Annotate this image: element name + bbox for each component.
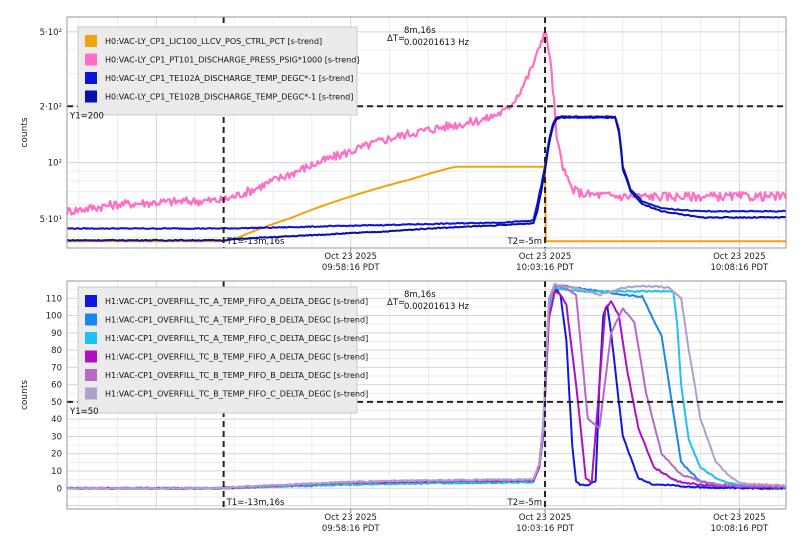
x-tick-time: 09:58:16 PDT — [322, 263, 381, 273]
x-tick-date: Oct 23 2025 — [519, 252, 572, 262]
y-tick-label: 40 — [51, 415, 62, 425]
y1-cursor-label: Y1=50 — [69, 407, 99, 417]
y-axis-label: counts — [20, 117, 30, 147]
x-tick-date: Oct 23 2025 — [324, 513, 377, 523]
y-axis: 0 10 20 30 40 50 60 70 80 90 100 110 — [46, 294, 62, 494]
legend-swatch — [85, 295, 97, 307]
legend-swatch — [85, 351, 97, 363]
x-tick-time: 10:08:16 PDT — [710, 263, 769, 273]
y-tick-label: 60 — [51, 381, 62, 391]
t1-cursor-label: T1=-13m,16s — [226, 237, 285, 247]
y-axis-label: counts — [20, 380, 30, 410]
x-tick-time: 09:58:16 PDT — [322, 524, 381, 534]
x-tick-time: 10:03:16 PDT — [516, 263, 575, 273]
x-tick-date: Oct 23 2025 — [713, 513, 766, 523]
legend-entry-label: H1:VAC-CP1_OVERFILL_TC_A_TEMP_FIFO_B_DEL… — [105, 316, 368, 325]
x-tick-date: Oct 23 2025 — [519, 513, 572, 523]
y-tick-label: 30 — [51, 432, 62, 442]
chart-bottom-overfill-delta: 0 10 20 30 40 50 60 70 80 90 100 110 counts Oct 23 20… — [0, 275, 804, 551]
y-tick-label: 70 — [51, 363, 62, 373]
delta-t-frequency: 0.00201613 Hz — [404, 38, 469, 48]
y-axis: 5·10¹ 10² 2·10² 5·10² — [40, 28, 62, 225]
y-tick-label: 0 — [57, 484, 62, 494]
legend-swatch — [85, 54, 97, 66]
legend-entry-label: H1:VAC-CP1_OVERFILL_TC_B_TEMP_FIFO_C_DEL… — [105, 390, 368, 399]
legend-entry-label: H0:VAC-LY_CP1_PT101_DISCHARGE_PRESS_PSIG… — [105, 56, 359, 65]
t1-cursor-label: T1=-13m,16s — [226, 498, 285, 508]
legend-swatch — [85, 369, 97, 381]
legend-entry-label: H0:VAC-LY_CP1_TE102B_DISCHARGE_TEMP_DEGC… — [105, 93, 353, 102]
x-tick-date: Oct 23 2025 — [324, 252, 377, 262]
y-tick-label: 110 — [46, 294, 62, 304]
y-tick-label: 100 — [46, 312, 62, 322]
legend-swatch — [85, 314, 97, 326]
y-tick-label: 2·10² — [40, 102, 62, 112]
x-tick-time: 10:03:16 PDT — [516, 524, 575, 534]
y-tick-label: 80 — [51, 346, 62, 356]
t2-cursor-label: T2=-5m — [507, 237, 542, 247]
y-tick-label: 5·10¹ — [40, 215, 62, 225]
legend-entry-label: H1:VAC-CP1_OVERFILL_TC_A_TEMP_FIFO_C_DEL… — [105, 334, 368, 343]
delta-t-frequency: 0.00201613 Hz — [404, 302, 469, 312]
y-tick-label: 50 — [51, 398, 62, 408]
legend-swatch — [85, 72, 97, 84]
t2-cursor-label: T2=-5m — [507, 498, 542, 508]
legend-swatch — [85, 332, 97, 344]
legend-entry-label: H0:VAC-LY_CP1_TE102A_DISCHARGE_TEMP_DEGC… — [105, 74, 353, 83]
y-tick-label: 5·10² — [40, 28, 62, 38]
legend-entry-label: H1:VAC-CP1_OVERFILL_TC_B_TEMP_FIFO_A_DEL… — [105, 353, 368, 362]
legend-entry-label: H1:VAC-CP1_OVERFILL_TC_A_TEMP_FIFO_A_DEL… — [105, 297, 368, 306]
y-tick-label: 20 — [51, 450, 62, 460]
legend: H0:VAC-LY_CP1_LIC100_LLCV_POS_CTRL_PCT [… — [78, 27, 359, 115]
y-tick-label: 10² — [48, 159, 62, 169]
x-tick-time: 10:08:16 PDT — [710, 524, 769, 534]
legend-swatch — [85, 91, 97, 103]
delta-t-duration: 8m,16s — [404, 290, 436, 300]
delta-t-prefix: ΔT= — [387, 298, 405, 308]
legend-entry-label: H1:VAC-CP1_OVERFILL_TC_B_TEMP_FIFO_B_DEL… — [105, 371, 368, 380]
legend: H1:VAC-CP1_OVERFILL_TC_A_TEMP_FIFO_A_DEL… — [78, 287, 368, 413]
x-tick-date: Oct 23 2025 — [713, 252, 766, 262]
legend-entry-label: H0:VAC-LY_CP1_LIC100_LLCV_POS_CTRL_PCT [… — [105, 37, 322, 46]
delta-t-prefix: ΔT= — [387, 34, 405, 44]
delta-t-duration: 8m,16s — [404, 26, 436, 36]
y-tick-label: 10 — [51, 467, 62, 477]
y-tick-label: 90 — [51, 329, 62, 339]
legend-swatch — [85, 35, 97, 47]
y1-cursor-label: Y1=200 — [69, 111, 104, 121]
legend-swatch — [85, 388, 97, 400]
